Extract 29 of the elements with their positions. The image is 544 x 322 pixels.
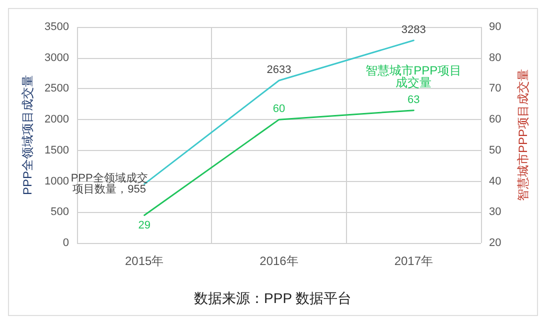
y-tick-label: 3500 [44, 21, 69, 33]
y-tick-label: 1500 [44, 144, 69, 156]
y2-tick-label: 70 [489, 82, 502, 95]
x-tick-label: 2016年 [260, 254, 298, 268]
text: 智慧城市PPP项目成交量 [366, 63, 462, 90]
y2-tick-label: 60 [489, 114, 502, 126]
data-label: 63 [408, 94, 420, 106]
x-tick-label: 2017年 [394, 254, 434, 268]
data-label: 3283 [401, 24, 426, 36]
y-tick-label: 0 [62, 237, 69, 249]
y2-tick-label: 30 [489, 206, 502, 218]
y2-tick-label: 20 [489, 237, 502, 249]
data-label: 60 [272, 103, 286, 116]
y2-tick-label: 80 [489, 52, 502, 64]
y-tick-label: 2500 [44, 82, 69, 95]
y-tick-label: 1000 [44, 175, 69, 188]
data-label: PPP全领域成交项目数量，955 [70, 172, 148, 196]
y-tick-label: 2000 [44, 114, 69, 126]
x-tick-label: 2015年 [124, 254, 164, 268]
y-tick-label: 3000 [44, 52, 69, 64]
y2-tick-label: 40 [489, 175, 502, 188]
source-note: 数据来源：PPP 数据平台 [194, 290, 352, 306]
y-axis-title: PPP全领域项目成交量 [20, 74, 35, 196]
data-label: 29 [138, 220, 150, 232]
y-tick-label: 500 [50, 206, 69, 218]
data-label: 2633 [266, 64, 292, 76]
y2-tick-label: 90 [489, 21, 502, 33]
y2-tick-label: 50 [489, 144, 502, 156]
y2-axis-title: 智慧城市PPP项目成交量 [516, 68, 530, 202]
